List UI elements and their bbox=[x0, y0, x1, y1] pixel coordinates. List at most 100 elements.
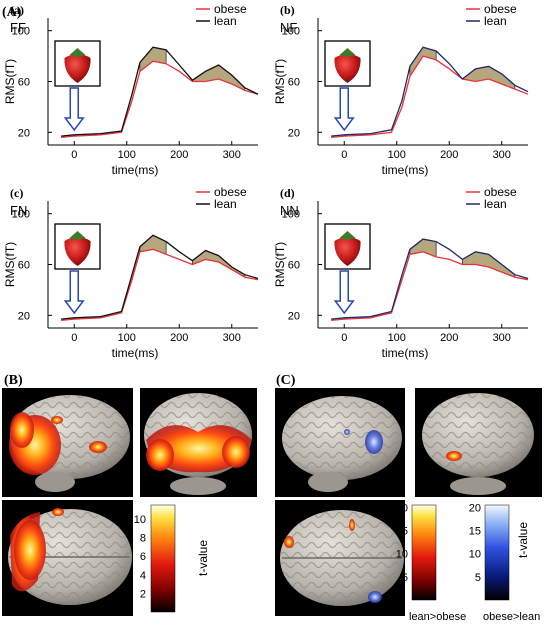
colorbar-tick-label: 8 bbox=[140, 533, 146, 545]
onset-arrow-icon bbox=[333, 87, 355, 132]
legend-label-obese: obese bbox=[484, 185, 517, 199]
colorbar-tick-label: 10 bbox=[134, 514, 146, 526]
significant-difference-region bbox=[409, 46, 437, 78]
colorbar-c-warm-ticks: 5 10 15 20 bbox=[396, 502, 408, 584]
strawberry-leaves-icon bbox=[69, 231, 86, 240]
x-tick-label: 300 bbox=[223, 332, 241, 344]
y-axis-label: RMS(fT) bbox=[273, 59, 287, 104]
subplot-letter: (a) bbox=[10, 3, 24, 17]
x-tick-label: 200 bbox=[170, 149, 188, 161]
y-tick-label: 100 bbox=[282, 26, 300, 38]
y-tick-label: 60 bbox=[288, 260, 300, 272]
series-line-lean bbox=[61, 234, 259, 320]
legend-label-lean: lean bbox=[484, 14, 507, 28]
colorbar-c-cool-caption: obese>lean bbox=[483, 611, 540, 623]
y-axis-label: RMS(fT) bbox=[3, 242, 17, 287]
strawberry-icon bbox=[64, 54, 91, 83]
panel-b-label: (B) bbox=[4, 373, 23, 388]
condition-label: NN bbox=[280, 203, 299, 218]
y-axis-label: RMS(fT) bbox=[273, 242, 287, 287]
x-tick-label: 200 bbox=[440, 332, 458, 344]
y-tick-label: 20 bbox=[288, 127, 300, 139]
y-tick-label: 20 bbox=[18, 310, 30, 322]
subplot-nf: 0 100 200 300 20 60 100 time(ms) RMS(fT) (b) NF obe… bbox=[273, 2, 529, 177]
legend-label-obese: obese bbox=[214, 185, 247, 199]
colorbar-b: t-value 2 4 6 8 10 bbox=[134, 504, 210, 613]
series-line-lean bbox=[61, 46, 259, 137]
colorbar-tick-label: 15 bbox=[396, 525, 408, 537]
subplot-fn: 0 100 200 300 20 60 100 time(ms) RMS(fT) (c) FN obe… bbox=[3, 185, 259, 360]
colorbar-tick-label: 10 bbox=[396, 549, 408, 561]
x-tick-label: 0 bbox=[71, 149, 77, 161]
x-tick-label: 0 bbox=[341, 149, 347, 161]
x-tick-label: 300 bbox=[223, 149, 241, 161]
colorbar-tick-label: 2 bbox=[140, 588, 146, 600]
strawberry-icon bbox=[64, 237, 91, 266]
strawberry-leaves-icon bbox=[339, 48, 356, 57]
panel-c-label: (C) bbox=[276, 373, 296, 388]
legend-label-lean: lean bbox=[214, 14, 237, 28]
colorbar-b-ticks: 2 4 6 8 10 bbox=[134, 514, 146, 600]
brain-left-lateral-b bbox=[2, 388, 133, 497]
legend-label-lean: lean bbox=[214, 197, 237, 211]
series-line-obese bbox=[61, 60, 259, 139]
subplot-letter: (c) bbox=[10, 186, 23, 200]
x-tick-label: 0 bbox=[341, 332, 347, 344]
colorbar-tick-label: 20 bbox=[469, 502, 481, 514]
condition-label: NF bbox=[280, 20, 297, 35]
colorbar-tick-label: 6 bbox=[140, 551, 146, 563]
colorbar-tick-label: 10 bbox=[469, 549, 481, 561]
legend-label-obese: obese bbox=[214, 2, 247, 16]
legend-label-lean: lean bbox=[484, 197, 507, 211]
colorbar-c-cool: 5 10 15 20 t-value obese>lean bbox=[469, 502, 540, 623]
legend-label-obese: obese bbox=[484, 2, 517, 16]
condition-label: FN bbox=[10, 203, 27, 218]
x-axis-label: time(ms) bbox=[112, 346, 159, 360]
y-tick-label: 100 bbox=[282, 209, 300, 221]
onset-arrow-icon bbox=[333, 270, 355, 315]
x-tick-label: 200 bbox=[440, 149, 458, 161]
y-tick-label: 100 bbox=[12, 209, 30, 221]
series-line-lean bbox=[331, 238, 529, 320]
brain-posterior-c bbox=[415, 388, 542, 497]
y-tick-label: 60 bbox=[18, 260, 30, 272]
series-line-obese bbox=[331, 55, 529, 139]
brain-superior-c bbox=[275, 500, 405, 616]
strawberry-icon bbox=[334, 237, 361, 266]
colorbar-c-cool-ticks: 5 10 15 20 bbox=[469, 502, 481, 584]
y-tick-label: 60 bbox=[18, 77, 30, 89]
x-tick-label: 100 bbox=[118, 332, 136, 344]
colorbar-c-label: t-value bbox=[516, 522, 530, 558]
colorbar-c-warm-caption: lean>obese bbox=[409, 611, 466, 623]
x-tick-label: 200 bbox=[170, 332, 188, 344]
x-tick-label: 300 bbox=[493, 149, 511, 161]
colorbar-c-warm: 5 10 15 20 lean>obese bbox=[396, 502, 466, 623]
condition-label: FF bbox=[10, 20, 26, 35]
x-tick-label: 0 bbox=[71, 332, 77, 344]
series-line-obese bbox=[331, 251, 529, 322]
colorbar-tick-label: 5 bbox=[402, 572, 408, 584]
x-tick-label: 300 bbox=[493, 332, 511, 344]
onset-arrow-icon bbox=[63, 87, 85, 132]
y-tick-label: 20 bbox=[288, 310, 300, 322]
subplot-letter: (d) bbox=[280, 186, 295, 200]
subplot-nn: 0 100 200 300 20 60 100 time(ms) RMS(fT) (d) NN obe… bbox=[273, 185, 529, 360]
x-axis-label: time(ms) bbox=[382, 346, 429, 360]
x-tick-label: 100 bbox=[388, 149, 406, 161]
subplot-ff: 0 100 200 300 20 60 100 time(ms) RMS(fT) (a) FF obe… bbox=[3, 2, 259, 177]
colorbar-tick-label: 5 bbox=[475, 572, 481, 584]
y-tick-label: 60 bbox=[288, 77, 300, 89]
brain-superior-b bbox=[2, 500, 133, 616]
brain-left-lateral-c bbox=[275, 388, 405, 497]
panel-a-label: (A) bbox=[2, 5, 22, 20]
series-line-lean bbox=[331, 46, 529, 137]
onset-arrow-icon bbox=[63, 270, 85, 315]
x-axis-label: time(ms) bbox=[112, 163, 159, 177]
x-tick-label: 100 bbox=[388, 332, 406, 344]
brain-posterior-b bbox=[140, 388, 257, 497]
colorbar-tick-label: 20 bbox=[396, 502, 408, 514]
x-tick-label: 100 bbox=[118, 149, 136, 161]
strawberry-leaves-icon bbox=[69, 48, 86, 57]
strawberry-icon bbox=[334, 54, 361, 83]
colorbar-b-label: t-value bbox=[196, 540, 210, 576]
